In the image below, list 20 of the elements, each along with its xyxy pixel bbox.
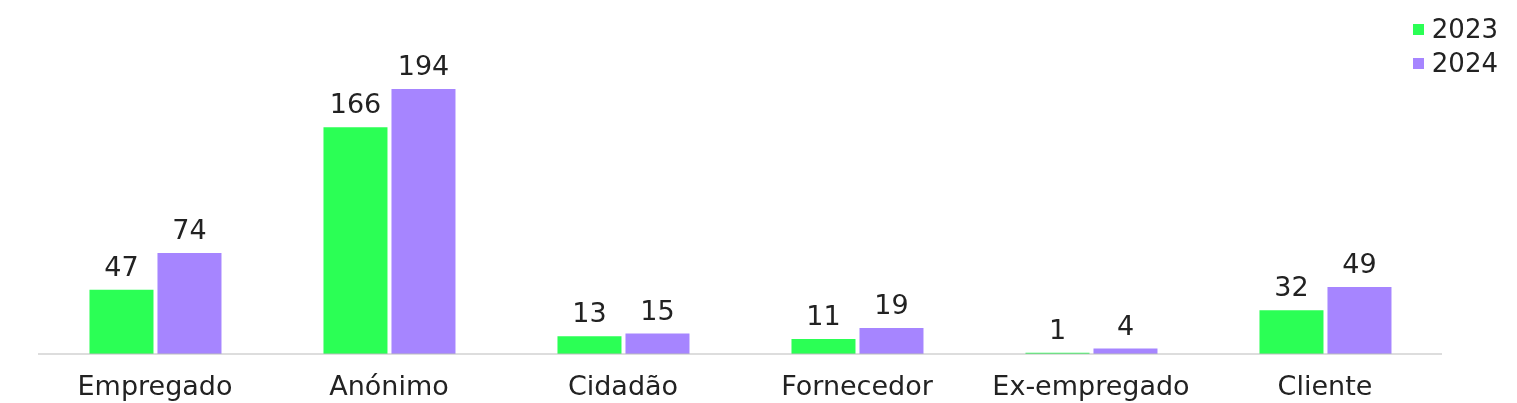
- x-tick-label: Ex-empregado: [992, 370, 1190, 402]
- data-label: 13: [572, 297, 607, 329]
- x-tick-label: Cliente: [1277, 370, 1373, 402]
- data-label: 11: [806, 299, 841, 331]
- data-label: 32: [1274, 271, 1309, 303]
- x-tick-label: Fornecedor: [781, 370, 934, 402]
- data-label: 1: [1048, 313, 1067, 345]
- x-tick-label: Cidadão: [567, 370, 679, 402]
- x-tick-label: Anónimo: [329, 370, 449, 402]
- x-tick-label: Empregado: [77, 370, 233, 402]
- data-label: 4: [1116, 309, 1135, 341]
- data-label: 49: [1342, 248, 1377, 280]
- legend-label: 2023: [1431, 14, 1498, 44]
- data-label: 47: [104, 250, 139, 282]
- data-label: 194: [397, 50, 450, 81]
- data-label: 19: [874, 289, 909, 321]
- legend-label: 2024: [1431, 48, 1498, 78]
- data-label: 74: [172, 213, 207, 245]
- data-label: 15: [640, 294, 675, 326]
- data-label: 166: [329, 88, 382, 120]
